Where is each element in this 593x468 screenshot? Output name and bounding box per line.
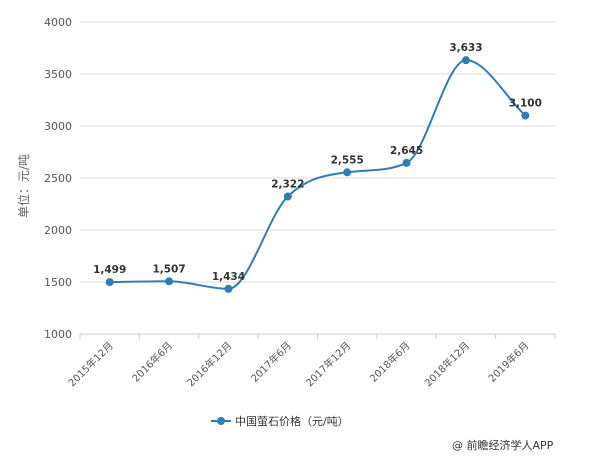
data-point bbox=[105, 278, 114, 287]
x-tick-label: 2016年6月 bbox=[129, 339, 175, 385]
x-tick-label: 2018年6月 bbox=[367, 339, 413, 385]
x-tick-label: 2017年12月 bbox=[303, 339, 353, 389]
y-tick-label: 2500 bbox=[44, 172, 72, 185]
x-tick-label: 2016年12月 bbox=[184, 339, 234, 389]
legend-marker bbox=[217, 417, 225, 425]
source-label: @ 前瞻经济学人APP bbox=[452, 438, 554, 452]
x-axis: 2015年12月 2016年6月 2016年12月 2017年6月 2017年12月 20… bbox=[65, 334, 556, 389]
data-label: 2,555 bbox=[331, 154, 364, 166]
data-label: 1,499 bbox=[93, 264, 126, 276]
y-tick-label: 3000 bbox=[44, 120, 72, 133]
data-label: 2,322 bbox=[271, 179, 304, 191]
data-point bbox=[521, 111, 530, 120]
y-axis: 1000 1500 2000 2500 3000 3500 4000 bbox=[44, 16, 72, 341]
x-tick-label: 2019年6月 bbox=[486, 339, 532, 385]
legend: 中国萤石价格（元/吨） bbox=[211, 414, 349, 428]
y-tick-label: 1500 bbox=[44, 276, 72, 289]
y-tick-label: 2000 bbox=[44, 224, 72, 237]
data-point bbox=[165, 277, 174, 286]
data-label: 1,434 bbox=[212, 271, 245, 283]
y-tick-label: 3500 bbox=[44, 68, 72, 81]
data-point bbox=[461, 56, 470, 65]
y-tick-label: 1000 bbox=[44, 328, 72, 341]
legend-label: 中国萤石价格（元/吨） bbox=[235, 414, 349, 428]
data-point bbox=[224, 284, 233, 293]
series-layer bbox=[105, 56, 530, 293]
x-tick-label: 2018年12月 bbox=[422, 339, 472, 389]
data-label: 3,633 bbox=[449, 42, 482, 54]
series-line bbox=[109, 59, 526, 290]
x-tick-label: 2015年12月 bbox=[65, 339, 115, 389]
data-label: 1,507 bbox=[152, 263, 185, 275]
x-tick-label: 2017年6月 bbox=[248, 339, 294, 385]
data-point bbox=[283, 192, 292, 201]
data-labels: 1,499 1,507 1,434 2,322 2,555 2,645 3,633 3,100 bbox=[93, 42, 542, 283]
y-tick-label: 4000 bbox=[44, 16, 72, 29]
data-point bbox=[343, 168, 352, 177]
data-label: 2,645 bbox=[390, 145, 423, 157]
data-label: 3,100 bbox=[509, 98, 542, 110]
data-point bbox=[402, 158, 411, 167]
y-axis-title: 单位：元/吨 bbox=[16, 154, 31, 218]
